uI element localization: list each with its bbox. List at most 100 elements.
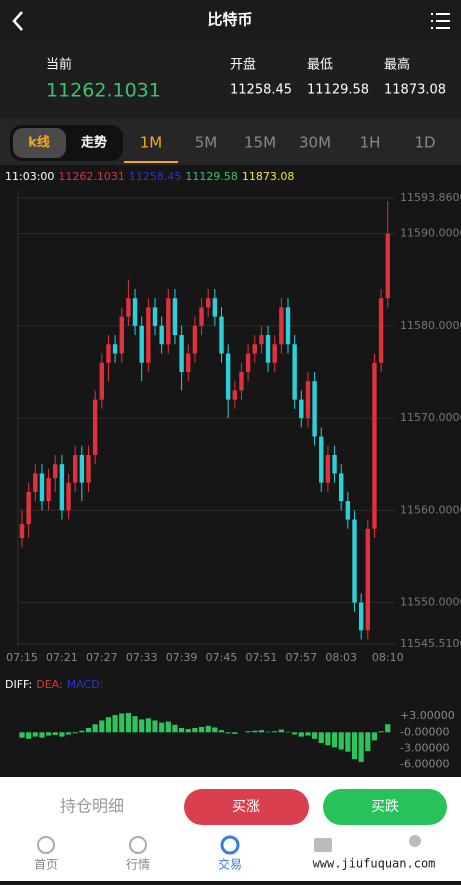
stat-label: 最高 (384, 57, 410, 73)
candle-body (192, 325, 198, 354)
nav-icon[interactable] (409, 835, 421, 847)
period-tab[interactable]: 1D (414, 134, 435, 152)
macd-bar (39, 732, 45, 738)
macd-bar (179, 728, 185, 733)
back-button[interactable] (12, 11, 23, 31)
macd-bar (278, 729, 284, 733)
macd-bar (225, 732, 231, 734)
macd-bar (371, 732, 378, 741)
nav-label[interactable]: 行情 (126, 858, 150, 872)
nav-icon[interactable] (314, 838, 332, 852)
macd-bar (99, 720, 105, 733)
macd-bar (318, 732, 324, 744)
info-value: 11258.45 (129, 170, 182, 183)
macd-bar (292, 732, 298, 735)
x-tick-label: 07:57 (285, 651, 317, 664)
candle-body (186, 353, 191, 372)
buy-down-button[interactable] (323, 789, 447, 825)
nav-label[interactable]: 首页 (34, 858, 58, 872)
macd-bar (132, 716, 138, 733)
header-bar (0, 0, 461, 40)
macd-bar (205, 725, 211, 733)
mode-tab[interactable]: k线 (28, 135, 50, 151)
macd-bar (305, 732, 311, 736)
candle-body (92, 399, 98, 455)
period-tab[interactable]: 15M (244, 134, 276, 152)
macd-tick-label: -3.00000 (400, 741, 449, 754)
candle-body (73, 454, 78, 483)
macd-bar (32, 732, 38, 737)
candle-body (272, 344, 277, 363)
candle-body (66, 482, 71, 511)
candle-body (372, 362, 377, 529)
macd-bar (358, 732, 364, 762)
period-tab[interactable]: 5M (195, 134, 218, 152)
macd-bar (312, 732, 318, 739)
candle-body (239, 371, 244, 391)
nav-icon[interactable] (220, 835, 240, 855)
x-tick-label: 07:33 (126, 651, 158, 664)
y-tick-label: 11570.0000 (400, 411, 461, 424)
macd-bar (112, 715, 118, 733)
candle-body (339, 473, 344, 502)
candle-body (206, 298, 211, 308)
macd-bar (258, 730, 264, 733)
buy-down-label[interactable]: 买跌 (371, 799, 399, 815)
candle-body (325, 454, 331, 483)
macd-bar (378, 731, 384, 733)
macd-bar (338, 732, 344, 750)
stat-value: 11129.58 (307, 83, 369, 98)
candle-body (305, 381, 311, 419)
info-value: 11262.1031 (58, 170, 124, 183)
candle-body (225, 353, 231, 400)
buy-up-button[interactable] (184, 789, 309, 825)
period-tab[interactable]: 1M (140, 134, 163, 152)
candle-body (259, 335, 264, 345)
period-tab[interactable]: 30M (299, 134, 331, 152)
x-tick-label: 08:03 (325, 651, 357, 664)
macd-bar (92, 724, 98, 733)
macd-bar (139, 719, 145, 733)
watermark: www.jiufuquan.com (313, 857, 436, 871)
candle-body (53, 464, 58, 479)
candle-body (332, 454, 337, 474)
candle-body (199, 307, 204, 326)
candle-body (79, 454, 85, 483)
y-tick-label: 11550.0000 (400, 596, 461, 609)
mode-tab[interactable]: 走势 (81, 135, 107, 151)
holdings-link[interactable]: 持仓明细 (60, 797, 124, 816)
candle-body (106, 344, 111, 363)
current-price: 11262.1031 (46, 80, 161, 102)
macd-bar (245, 731, 251, 733)
candle-body (119, 316, 124, 354)
info-value: 11:03:00 (5, 170, 54, 183)
candle-body (345, 501, 351, 520)
macd-bar (325, 732, 331, 746)
mode-active-bg (13, 128, 66, 158)
menu-button[interactable] (431, 13, 450, 29)
buy-up-label[interactable]: 买涨 (232, 799, 260, 815)
nav-icon[interactable] (37, 836, 55, 854)
stat-label: 开盘 (230, 57, 256, 73)
macd-bar (165, 721, 171, 733)
candle-body (285, 307, 291, 345)
macd-bar (52, 732, 58, 735)
nav-icon[interactable] (129, 836, 147, 854)
macd-bar (272, 731, 278, 733)
candle-body (292, 344, 297, 400)
candle-body (319, 436, 324, 483)
macd-bar (79, 730, 85, 733)
macd-bar (72, 732, 78, 734)
period-tab[interactable]: 1H (360, 134, 381, 152)
macd-bar (285, 731, 291, 733)
candle-body (33, 473, 38, 492)
nav-label[interactable]: 交易 (218, 857, 242, 872)
macd-bar (385, 724, 391, 733)
x-tick-label: 07:21 (46, 651, 78, 664)
candle-body (152, 307, 158, 326)
macd-bar (212, 727, 218, 733)
x-tick-label: 07:51 (246, 651, 278, 664)
candle-body (159, 325, 164, 345)
macd-bar (159, 722, 165, 733)
